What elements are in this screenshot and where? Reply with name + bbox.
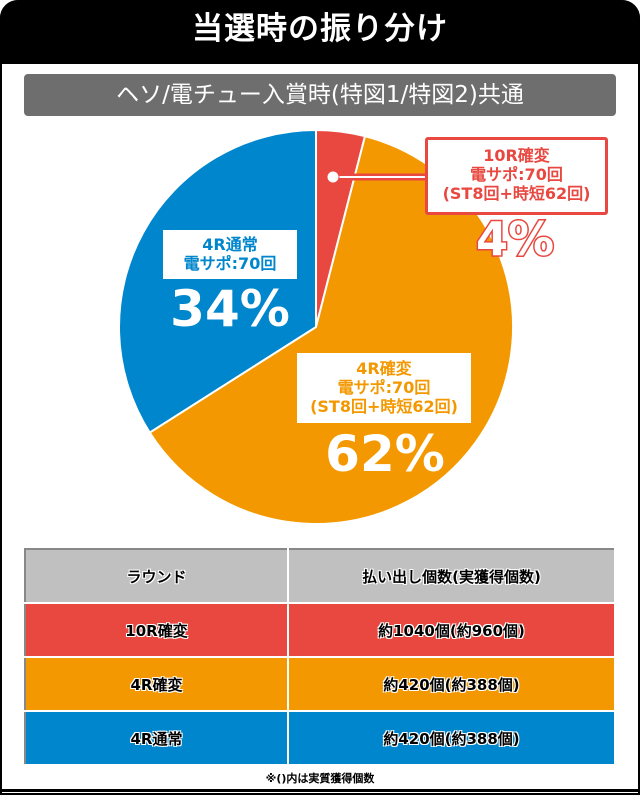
cell-round: 4R確変 xyxy=(25,657,289,712)
pct-4r-kakuhen: 62% xyxy=(325,425,445,483)
label-line: (ST8回+時短62回) xyxy=(310,397,458,416)
subtitle-banner: ヘソ/電チュー入賞時(特図1/特図2)共通 xyxy=(24,74,616,116)
bottom-border xyxy=(0,789,640,792)
callout-dot xyxy=(326,170,340,184)
label-4r-kakuhen: 4R確変 電サポ:70回 (ST8回+時短62回) xyxy=(297,353,471,423)
header-payout: 払い出し個数(実獲得個数) xyxy=(288,549,616,604)
pct-10r-kakuhen: 4% xyxy=(474,211,555,268)
footnote: ※()内は実質獲得個数 xyxy=(265,772,375,785)
cell-payout: 約420個(約388個) xyxy=(288,711,616,766)
label-line: 10R確変 xyxy=(483,146,550,165)
cell-payout: 約1040個(約960個) xyxy=(288,603,616,658)
label-line: (ST8回+時短62回) xyxy=(442,184,591,203)
table-header: ラウンド 払い出し個数(実獲得個数) xyxy=(25,549,616,604)
label-line: 電サポ:70回 xyxy=(337,378,431,397)
label-line: 電サポ:70回 xyxy=(470,165,563,184)
label-line: 4R通常 xyxy=(202,235,258,254)
table-row: 4R通常 約420個(約388個) xyxy=(25,711,616,766)
label-4r-tsujo: 4R通常 電サポ:70回 xyxy=(163,230,297,279)
cell-round: 4R通常 xyxy=(25,711,289,766)
page-title: 当選時の振り分け xyxy=(0,0,640,64)
payout-table: ラウンド 払い出し個数(実獲得個数) 10R確変 約1040個(約960個) 4… xyxy=(24,548,616,766)
table-row: 10R確変 約1040個(約960個) xyxy=(25,603,616,658)
header-round: ラウンド xyxy=(25,549,289,604)
label-10r-kakuhen: 10R確変 電サポ:70回 (ST8回+時短62回) xyxy=(425,137,608,215)
table-row: 4R確変 約420個(約388個) xyxy=(25,657,616,712)
pie-slice-4R通常 xyxy=(118,128,317,434)
pct-4r-tsujo: 34% xyxy=(170,280,290,338)
label-line: 電サポ:70回 xyxy=(183,254,277,273)
cell-round: 10R確変 xyxy=(25,603,289,658)
cell-payout: 約420個(約388個) xyxy=(288,657,616,712)
pie-chart xyxy=(118,128,514,525)
label-line: 4R確変 xyxy=(356,359,412,378)
